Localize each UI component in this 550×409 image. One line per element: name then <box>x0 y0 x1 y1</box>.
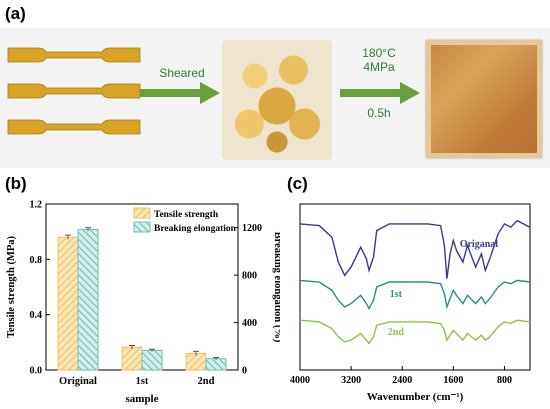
y-tick-label: 0.0 <box>30 366 43 377</box>
bar <box>77 228 99 371</box>
ftir-series-line <box>299 279 531 311</box>
bar <box>57 236 79 371</box>
panel-label-b: (b) <box>5 174 27 193</box>
bar <box>141 349 163 371</box>
x-tick-label: 1600 <box>443 375 463 386</box>
bar-chart-axes: 0.0 0.4 0.8 1.2 0 400 800 1200 Original 1st 2nd sam… <box>6 200 280 406</box>
y-right-tick-label: 0 <box>242 366 247 377</box>
y-tick-label: 1.2 <box>30 200 43 211</box>
arrow-icon-1 <box>140 82 220 104</box>
ftir-series-line <box>299 319 531 345</box>
ftir-chart-axes: 4000 3200 2400 1600 800 Wavenumber (cm⁻¹) <box>290 203 531 403</box>
x-tick-label: Original <box>59 376 97 387</box>
y-right-tick-label: 1200 <box>242 223 262 234</box>
bar <box>185 352 207 371</box>
dumbbell-specimens <box>6 40 156 160</box>
ftir-chart-marks: Origanal 1st 2nd <box>299 219 531 345</box>
x-tick-label: 800 <box>497 375 512 386</box>
y-tick-label: 0.8 <box>30 255 43 266</box>
bar <box>205 358 227 371</box>
x-axis-label: sample <box>126 393 159 405</box>
y-right-tick-label: 400 <box>242 318 257 329</box>
ftir-series-line <box>299 219 531 279</box>
y-axis-label: Tensile strength (MPa) <box>6 235 17 338</box>
process-temperature: 180°C <box>362 46 396 60</box>
ftir-series-label: Origanal <box>460 239 499 250</box>
panel-label-a: (a) <box>5 4 26 23</box>
bar-chart: 0.0 0.4 0.8 1.2 0 400 800 1200 Original 1st 2nd sam… <box>6 200 280 406</box>
ftir-series-label: 1st <box>390 289 403 300</box>
bar-chart-marks <box>57 227 227 371</box>
specimen-2 <box>7 83 141 99</box>
process-step1-label: Sheared <box>159 66 205 80</box>
process-step2-labels: 180°C 4MPa <box>338 46 420 74</box>
x-tick-label: 2400 <box>392 375 412 386</box>
x-tick-label: 4000 <box>290 375 310 386</box>
ftir-series-label: 2nd <box>388 327 405 338</box>
legend-label: Tensile strength <box>154 210 219 220</box>
x-tick-label: 3200 <box>341 375 361 386</box>
y-tick-label: 0.4 <box>30 310 43 321</box>
legend-swatch <box>133 221 151 233</box>
panel-label-c: (c) <box>287 174 308 193</box>
arrow-icon-2 <box>340 82 420 104</box>
bar <box>121 346 143 371</box>
process-pressure: 4MPa <box>363 60 395 74</box>
y-right-axis-label: Breaking elongation (%) <box>272 232 280 343</box>
x-axis-label: Wavenumber (cm⁻¹) <box>367 391 464 403</box>
legend-label: Breaking elongation <box>154 224 237 234</box>
sheared-pile-photo <box>222 40 332 160</box>
x-tick-label: 2nd <box>198 376 215 387</box>
process-time: 0.5h <box>367 106 391 120</box>
bar-chart-legend: Tensile strength Breaking elongation <box>133 207 237 234</box>
specimen-1 <box>7 47 141 63</box>
specimen-3 <box>7 119 141 135</box>
legend-swatch <box>133 207 151 219</box>
ftir-plot-frame <box>299 203 531 371</box>
ftir-chart: 4000 3200 2400 1600 800 Wavenumber (cm⁻¹) Ori… <box>290 203 531 403</box>
y-right-tick-label: 800 <box>242 271 257 282</box>
specimen-graphic <box>7 47 141 135</box>
pressed-sheet-photo <box>426 40 542 158</box>
x-tick-label: 1st <box>136 376 149 387</box>
